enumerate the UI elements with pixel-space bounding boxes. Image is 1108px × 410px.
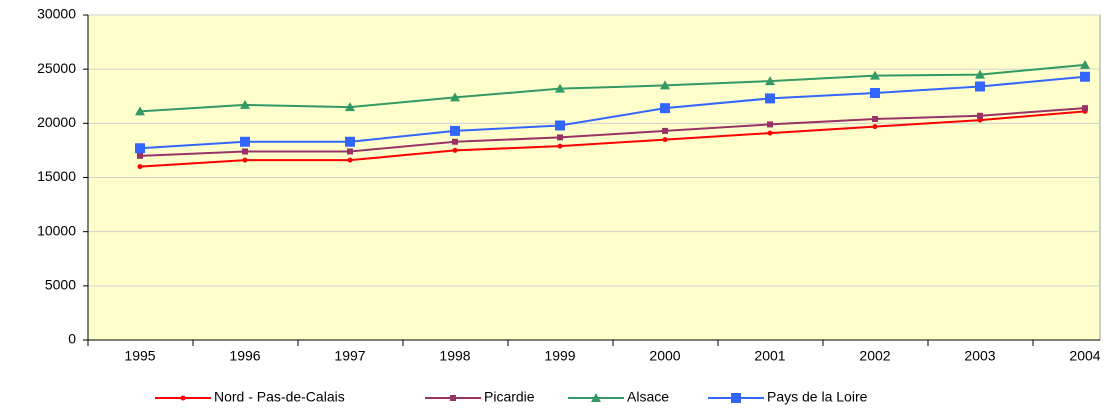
marker: [242, 148, 248, 155]
marker: [137, 164, 143, 170]
marker: [1082, 105, 1088, 112]
marker: [347, 148, 353, 155]
marker: [872, 116, 878, 122]
legend-label: Alsace: [627, 389, 669, 405]
legend-item: Pays de la Loire: [708, 389, 868, 405]
marker: [872, 124, 878, 130]
x-tick-label: 1997: [334, 348, 365, 364]
marker: [240, 99, 250, 109]
series-line: [139, 75, 1086, 150]
marker: [870, 88, 880, 98]
marker: [557, 143, 563, 149]
marker: [977, 112, 983, 119]
x-tick-label: 2002: [859, 348, 890, 364]
x-tick-label: 2003: [964, 348, 995, 364]
legend-label: Picardie: [484, 389, 535, 405]
series: [135, 71, 1090, 154]
marker: [731, 393, 741, 403]
marker: [660, 103, 670, 114]
y-tick-label: 10000: [37, 222, 76, 238]
marker: [347, 157, 353, 163]
legend-item: Picardie: [425, 389, 535, 405]
marker: [975, 81, 985, 92]
marker: [345, 136, 355, 147]
marker: [450, 125, 460, 136]
marker: [765, 93, 775, 104]
marker: [1080, 59, 1090, 69]
series: [135, 59, 1090, 116]
x-tick-label: 2001: [754, 348, 785, 364]
y-tick-label: 0: [68, 331, 76, 347]
marker: [765, 76, 775, 86]
y-tick-label: 30000: [37, 6, 76, 22]
marker: [662, 127, 668, 134]
marker: [240, 136, 250, 147]
marker: [591, 393, 601, 402]
marker: [450, 395, 456, 401]
series-line: [139, 107, 1086, 157]
x-tick-label: 1999: [544, 348, 575, 364]
marker: [345, 102, 355, 112]
marker: [135, 143, 145, 154]
marker: [452, 138, 458, 145]
x-tick-label: 2000: [649, 348, 680, 364]
marker: [767, 130, 773, 136]
y-tick-label: 15000: [37, 168, 76, 184]
marker: [180, 395, 186, 401]
marker: [137, 152, 143, 159]
marker: [555, 83, 565, 93]
marker: [452, 147, 458, 153]
series-line: [139, 63, 1086, 113]
marker: [660, 80, 670, 90]
y-tick-label: 25000: [37, 60, 76, 76]
legend-item: Alsace: [568, 389, 669, 405]
marker: [555, 120, 565, 131]
x-tick-label: 1995: [124, 348, 155, 364]
x-tick-label: 1998: [439, 348, 470, 364]
marker: [135, 106, 145, 116]
legend-item: Nord - Pas-de-Calais: [155, 389, 345, 405]
x-tick-label: 1996: [229, 348, 260, 364]
marker: [662, 137, 668, 143]
y-tick-label: 5000: [45, 277, 76, 293]
marker: [870, 70, 880, 80]
legend-label: Pays de la Loire: [767, 389, 868, 405]
marker: [975, 69, 985, 79]
legend-label: Nord - Pas-de-Calais: [214, 389, 345, 405]
series: [137, 105, 1088, 159]
marker: [242, 157, 248, 163]
marker: [977, 117, 983, 123]
marker: [557, 134, 563, 141]
series-line: [139, 110, 1086, 168]
x-tick-label: 2004: [1069, 348, 1100, 364]
y-tick-label: 20000: [37, 114, 76, 130]
marker: [1080, 71, 1090, 82]
marker: [450, 92, 460, 102]
marker: [767, 121, 773, 128]
